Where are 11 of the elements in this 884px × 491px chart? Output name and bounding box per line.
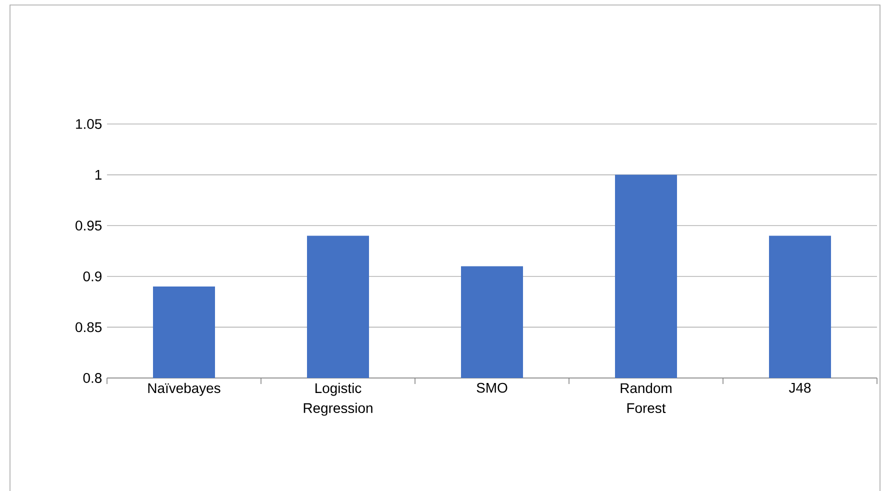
y-tick-label: 0.85 xyxy=(76,322,102,332)
x-tick-label: Naïvebayes xyxy=(148,382,220,396)
x-tick-label: SMO xyxy=(476,382,508,393)
x-tick-label: Random Forest xyxy=(620,382,672,414)
x-tick-label: J48 xyxy=(788,382,811,393)
x-tick-label: Logistic Regression xyxy=(304,382,372,416)
y-tick-label: 0.95 xyxy=(76,220,102,231)
y-tick-label: 1 xyxy=(95,170,102,180)
y-tick-label: 0.9 xyxy=(83,271,102,282)
y-tick-label: 0.8 xyxy=(83,373,102,383)
y-tick-label: 1.05 xyxy=(76,119,102,129)
